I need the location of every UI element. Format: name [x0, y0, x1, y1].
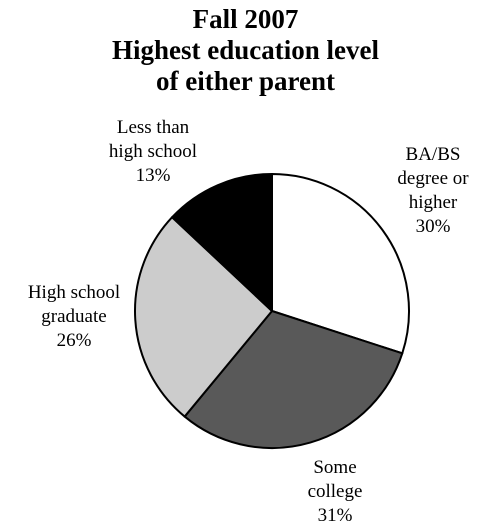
slice-percent-ba-bs-degree: 30%	[416, 216, 451, 237]
slice-label-some-college: Some college 31%	[308, 457, 363, 526]
slice-label-line-high-school-graduate-1: High school	[28, 282, 120, 303]
slice-label-less-than-high-school: Less than high school 13%	[109, 117, 197, 186]
pie-slice-high-school-graduate	[134, 216, 273, 418]
pie-slices	[134, 173, 410, 449]
pie-slice-some-college	[183, 310, 404, 449]
slice-percent-high-school-graduate: 26%	[57, 330, 92, 351]
slice-label-line-ba-bs-degree-2: degree or	[397, 168, 469, 189]
slice-percent-some-college: 31%	[318, 505, 353, 526]
chart-title-line-2: Highest education level	[112, 35, 379, 65]
slice-label-line-less-than-high-school-2: high school	[109, 141, 197, 162]
slice-label-line-high-school-graduate-2: graduate	[41, 306, 106, 327]
slice-label-line-ba-bs-degree-3: higher	[409, 192, 458, 213]
pie-slice-less-than-high-school	[171, 173, 273, 312]
slice-label-high-school-graduate: High school graduate 26%	[28, 282, 120, 351]
chart-title-line-3: of either parent	[156, 66, 335, 96]
slice-label-ba-bs-degree: BA/BS degree or higher 30%	[397, 144, 469, 237]
slice-label-line-less-than-high-school-1: Less than	[117, 117, 190, 138]
slice-label-line-some-college-1: Some	[313, 457, 356, 478]
chart-title-line-1: Fall 2007	[192, 4, 299, 34]
slice-label-line-some-college-2: college	[308, 481, 363, 502]
slice-percent-less-than-high-school: 13%	[136, 165, 171, 186]
chart-title: Fall 2007 Highest education level of eit…	[0, 4, 491, 97]
slice-label-line-ba-bs-degree-1: BA/BS	[406, 144, 461, 165]
pie-slice-ba-bs-degree	[271, 173, 410, 355]
